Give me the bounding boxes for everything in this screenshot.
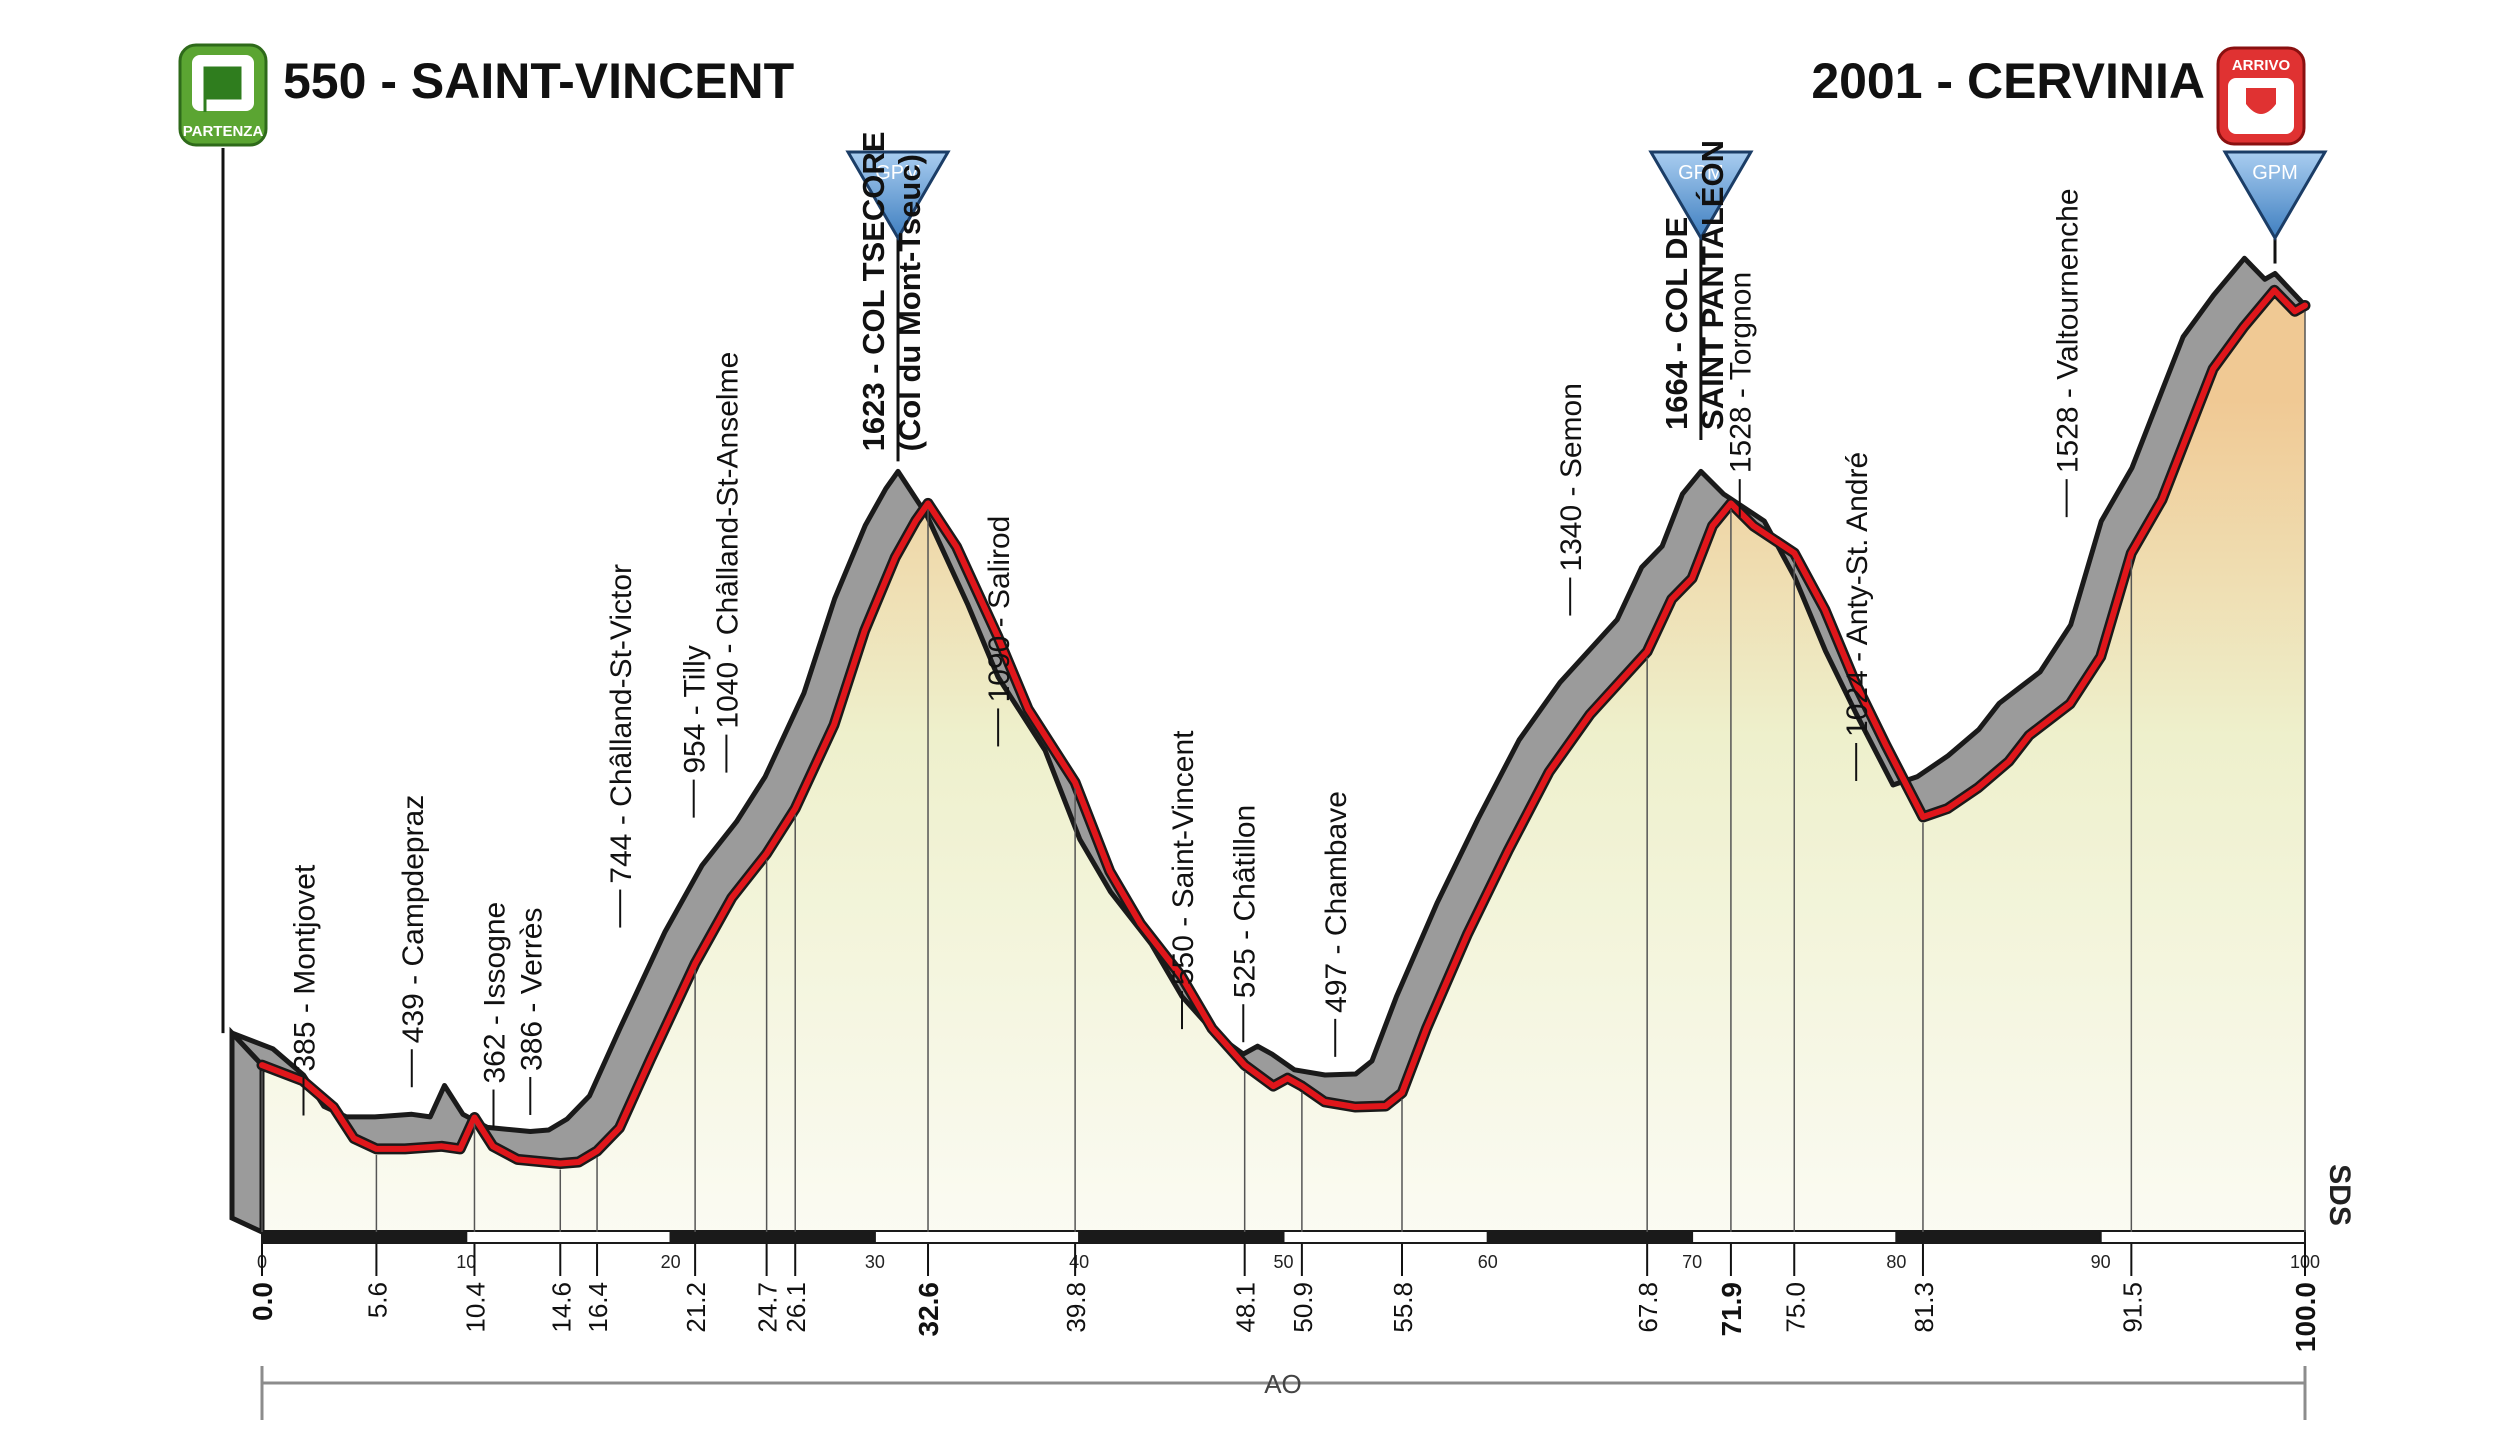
km-label: 48.1	[1231, 1282, 1261, 1333]
profile-road-layer	[256, 284, 2311, 1169]
axis-scale-segment	[1895, 1230, 2102, 1244]
km-label: 21.2	[681, 1282, 711, 1333]
waypoint-label: 550 - Saint-Vincent	[1167, 730, 1200, 985]
waypoint-label: 1528 - Torgnon	[1725, 272, 1758, 473]
waypoint-label: 1024 - Anty-St. André	[1841, 452, 1874, 737]
gpm-label: GPM	[1678, 162, 1724, 184]
start-badge-label: PARTENZA	[183, 123, 264, 140]
km-label: 75.0	[1780, 1282, 1810, 1333]
km-label: 100.0	[2290, 1282, 2321, 1352]
waypoint-label: 386 - Verrès	[515, 908, 548, 1071]
finish-badge: ARRIVO	[2216, 46, 2306, 146]
axis-scale-segment	[1486, 1230, 1694, 1244]
km-label: 26.1	[781, 1282, 811, 1333]
gpm-marker-icon	[2222, 150, 2328, 241]
km-label: 67.8	[1633, 1282, 1663, 1333]
km-label: 81.3	[1909, 1282, 1939, 1333]
axis-tick-label: 50	[1273, 1252, 1293, 1272]
km-label: 91.5	[2117, 1282, 2147, 1333]
waypoint-label: 744 - Châlland-St-Victor	[605, 564, 638, 884]
summit-name-label: 1664 - COL DE	[1659, 217, 1694, 430]
waypoint-label: 439 - Campdepraz	[397, 795, 430, 1043]
start-header: PARTENZA 550 - SAINT-VINCENT	[178, 43, 794, 147]
axis-scale-segment	[1691, 1230, 1898, 1244]
axis-tick-label: 70	[1682, 1252, 1702, 1272]
waypoint-labels: 385 - Montjovet 439 - Campdepraz 362 - Iss…	[289, 188, 2085, 1128]
summit-name-label: (Col du Mont-Tseuc)	[892, 154, 927, 451]
checkered-flag-icon	[203, 66, 242, 112]
gpm-label: GPM	[2252, 162, 2298, 184]
axis-tick-label: 10	[456, 1252, 476, 1272]
gpm-label: GPM	[875, 162, 921, 184]
region-strip: AO	[260, 1366, 2307, 1420]
km-label: 71.9	[1716, 1282, 1747, 1337]
axis-scale-segment	[2099, 1230, 2306, 1244]
waypoint-label: 1528 - Valtournenche	[2052, 188, 2085, 473]
axis-scale-segment	[669, 1230, 876, 1244]
axis-tick-label: 90	[2091, 1252, 2111, 1272]
axis-scale-segment	[873, 1230, 1081, 1244]
waypoint-label: 497 - Chambave	[1320, 791, 1353, 1013]
waypoint-label: 525 - Châtillon	[1228, 805, 1261, 998]
axis-scale-segment	[1282, 1230, 1489, 1244]
waypoint-label: 1340 - Semon	[1555, 383, 1588, 571]
km-label: 16.4	[583, 1282, 613, 1333]
km-label: 10.4	[460, 1282, 490, 1333]
finish-city-label: 2001 - CERVINIA	[1811, 53, 2205, 109]
waypoint-label: 385 - Montjovet	[289, 864, 322, 1071]
finish-badge-label: ARRIVO	[2232, 57, 2291, 74]
summit-name-label: SAINT PANTALÉON	[1695, 140, 1730, 430]
km-label: 24.7	[753, 1282, 783, 1333]
km-label: 55.8	[1388, 1282, 1418, 1333]
km-label: 14.6	[546, 1282, 576, 1333]
region-label: AO	[1264, 1369, 1302, 1399]
sds-watermark: SDS	[2323, 1164, 2356, 1226]
gpm-marker-icon	[845, 150, 951, 241]
axis-tick-label: 30	[865, 1252, 885, 1272]
km-axis: 01020304050607080901000.05.610.414.616.4…	[247, 311, 2321, 1352]
km-label: 0.0	[247, 1282, 278, 1321]
km-label: 50.9	[1288, 1282, 1318, 1333]
axis-tick-label: 60	[1478, 1252, 1498, 1272]
km-label: 39.8	[1061, 1282, 1091, 1333]
axis-tick-label: 20	[661, 1252, 681, 1272]
waypoint-label: 1040 - Châlland-St-Anselme	[711, 352, 744, 729]
finish-header: 2001 - CERVINIA ARRIVO	[1811, 46, 2306, 146]
start-city-label: 550 - SAINT-VINCENT	[283, 53, 794, 109]
axis-scale-segment	[465, 1230, 672, 1244]
finish-trophy-icon	[2246, 88, 2276, 114]
axis-scale-segment	[1078, 1230, 1285, 1244]
waypoint-label: 1090 - Salirod	[983, 516, 1016, 703]
waypoint-label: 954 - Tilly	[679, 645, 712, 773]
axis-scale-segment	[261, 1230, 468, 1244]
axis-tick-label: 80	[1886, 1252, 1906, 1272]
start-badge: PARTENZA	[178, 43, 268, 147]
summit-name-label: 1623 - COL TSECORE	[856, 132, 891, 452]
waypoint-label: 362 - Issogne	[479, 902, 512, 1084]
km-label: 5.6	[362, 1282, 392, 1318]
km-label: 32.6	[913, 1282, 944, 1337]
gpm-marker-icon	[1648, 150, 1754, 241]
axis-tick-label: 40	[1069, 1252, 1089, 1272]
road-line	[259, 287, 2308, 1167]
